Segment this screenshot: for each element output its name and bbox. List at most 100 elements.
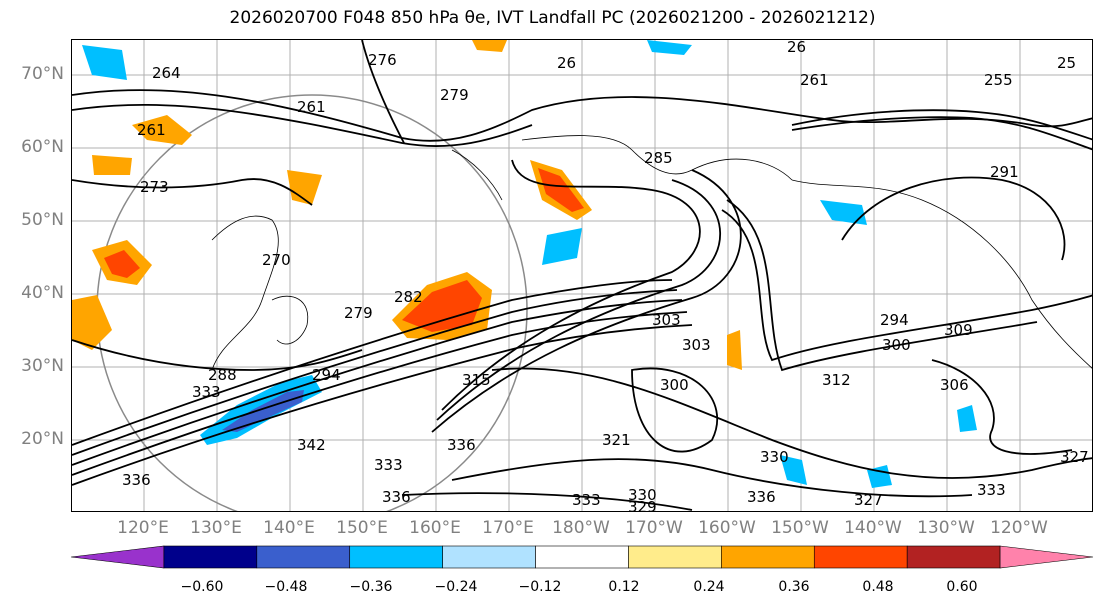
- blue-patch: [647, 40, 692, 55]
- lat-label-20n: 20°N: [21, 429, 64, 449]
- colorbar-extend-min: [70, 545, 165, 569]
- lat-label-70n: 70°N: [21, 64, 64, 84]
- contour-label: 303: [682, 336, 711, 354]
- contour-label: 261: [297, 98, 326, 116]
- map-panel: 276 264 261 279 261 26 26 261 255 25 285…: [71, 39, 1093, 512]
- orange-patch: [727, 330, 742, 370]
- colorbar-segment: [442, 545, 536, 569]
- colorbar-tick: −0.24: [434, 579, 478, 595]
- orange-patch: [132, 115, 192, 145]
- contour-label: 315: [462, 371, 491, 389]
- blue-patch: [82, 45, 127, 80]
- contour-label: 330: [760, 448, 789, 466]
- colorbar-extend-max: [999, 545, 1094, 569]
- map-title: 2026020700 F048 850 hPa θe, IVT Landfall…: [229, 8, 876, 28]
- orange-patch: [72, 295, 112, 350]
- blue-patch: [780, 455, 807, 485]
- contour-label: 327: [1060, 448, 1089, 466]
- colorbar-segment: [721, 545, 815, 569]
- contour-label: 321: [602, 431, 631, 449]
- contour-label: 26: [787, 40, 806, 56]
- contour-label: 288: [208, 366, 237, 384]
- contour-label: 294: [312, 366, 341, 384]
- lon-label-150e: 150°E: [336, 518, 388, 538]
- contour-label: 336: [447, 436, 476, 454]
- contour-label: 336: [122, 471, 151, 489]
- lat-label-50n: 50°N: [21, 210, 64, 230]
- contour-label: 342: [297, 436, 326, 454]
- lat-label-60n: 60°N: [21, 137, 64, 157]
- colorbar-tick: −0.48: [264, 579, 308, 595]
- orange-patch: [92, 155, 132, 175]
- dark-blue-patch: [222, 390, 304, 432]
- contour-label: 300: [882, 336, 911, 354]
- lon-label-150w: 150°W: [771, 518, 829, 538]
- lon-label-120w: 120°W: [990, 518, 1048, 538]
- contour-label: 327: [854, 491, 883, 509]
- contour-label: 261: [800, 71, 829, 89]
- contour-label: 282: [394, 288, 423, 306]
- lon-label-140e: 140°E: [263, 518, 315, 538]
- blue-patch: [957, 405, 977, 432]
- colorbar-segment: [535, 545, 629, 569]
- orange-patch: [472, 40, 507, 52]
- lat-label-30n: 30°N: [21, 356, 64, 376]
- lon-label-130w: 130°W: [917, 518, 975, 538]
- colorbar-tick: 0.12: [608, 579, 640, 595]
- contour-label: 276: [368, 51, 397, 69]
- contour-label: 336: [747, 488, 776, 506]
- colorbar-segments: [70, 545, 1094, 569]
- contour-label: 330: [628, 486, 657, 504]
- contour-label: 329: [628, 498, 657, 512]
- orange-patch: [287, 170, 322, 205]
- colorbar-tick: 0.60: [946, 579, 978, 595]
- contour-label: 333: [977, 481, 1006, 499]
- lon-label-120e: 120°E: [117, 518, 169, 538]
- lon-label-130e: 130°E: [190, 518, 242, 538]
- colorbar-tick: 0.48: [862, 579, 894, 595]
- coastlines: [211, 135, 1092, 371]
- contour-label: 294: [880, 311, 909, 329]
- contour-label: 291: [990, 163, 1019, 181]
- contour-label: 264: [152, 64, 181, 82]
- contour-label: 306: [940, 376, 969, 394]
- colorbar-segment: [813, 545, 908, 569]
- red-patch: [402, 280, 482, 332]
- contour-label: 303: [652, 311, 681, 329]
- colorbar-segment: [349, 545, 443, 569]
- lon-label-180w: 180°W: [552, 518, 610, 538]
- contour-label: 309: [944, 321, 973, 339]
- colorbar-tick: 0.36: [778, 579, 810, 595]
- contour-label: 333: [374, 456, 403, 474]
- lon-label-170e: 170°E: [482, 518, 534, 538]
- contour-label: 270: [262, 251, 291, 269]
- colorbar-tick: −0.60: [180, 579, 224, 595]
- graticule: [72, 40, 1092, 511]
- red-patch: [538, 168, 584, 212]
- colorbar-segment: [906, 545, 1001, 569]
- contour-label: 285: [644, 149, 673, 167]
- contour-label: 300: [660, 376, 689, 394]
- colorbar-tick: −0.36: [349, 579, 393, 595]
- contour-label: 255: [984, 71, 1013, 89]
- blue-patch: [820, 200, 867, 225]
- theta-e-contours: [72, 40, 1092, 511]
- contour-labels: 276 264 261 279 261 26 26 261 255 25 285…: [122, 40, 1089, 512]
- colorbar-segment: [628, 545, 722, 569]
- colorbar-segment: [163, 545, 258, 569]
- contour-label: 333: [572, 491, 601, 509]
- red-patch: [104, 250, 140, 278]
- blue-patch: [542, 228, 582, 265]
- anomaly-shading: [72, 40, 977, 488]
- contour-label: 26: [557, 54, 576, 72]
- blue-patch: [867, 465, 892, 488]
- lat-label-40n: 40°N: [21, 283, 64, 303]
- colorbar-tick: −0.12: [518, 579, 562, 595]
- contour-label: 336: [382, 488, 411, 506]
- contour-label: 261: [137, 121, 166, 139]
- contour-label: 279: [344, 304, 373, 322]
- map-canvas: 276 264 261 279 261 26 26 261 255 25 285…: [72, 40, 1092, 512]
- lon-label-160e: 160°E: [409, 518, 461, 538]
- colorbar: [70, 545, 1094, 569]
- lon-label-170w: 170°W: [625, 518, 683, 538]
